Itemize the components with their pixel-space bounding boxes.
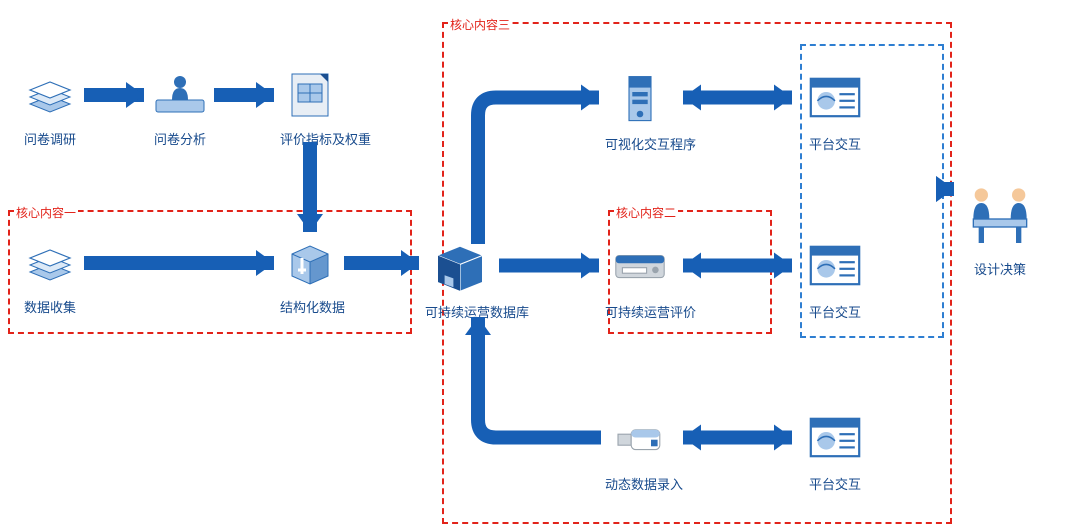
node-label: 平台交互 — [800, 302, 870, 321]
node-survey: 问卷调研 — [20, 70, 80, 148]
node-platform-2: 平台交互 — [800, 238, 870, 321]
node-struct: 结构化数据 — [280, 238, 340, 316]
node-decision: 设计决策 — [960, 180, 1040, 278]
node-label: 可持续运营数据库 — [425, 302, 495, 321]
node-label: 数据收集 — [20, 297, 80, 316]
region-label: 核心内容一 — [14, 204, 78, 221]
node-label: 平台交互 — [800, 134, 870, 153]
usb-icon — [605, 410, 675, 470]
crate-icon — [425, 238, 495, 298]
node-evaluation: 可持续运营评价 — [605, 238, 675, 321]
node-visualization: 可视化交互程序 — [605, 70, 675, 153]
meeting-icon — [960, 180, 1040, 255]
node-database: 可持续运营数据库 — [425, 238, 495, 321]
node-platform-1: 平台交互 — [800, 70, 870, 153]
person-desk-icon — [150, 70, 210, 125]
device-icon — [605, 238, 675, 298]
node-dynamic-input: 动态数据录入 — [605, 410, 675, 493]
server-icon — [605, 70, 675, 130]
node-label: 设计决策 — [960, 259, 1040, 278]
node-collect: 数据收集 — [20, 238, 80, 316]
stack-icon — [20, 70, 80, 125]
node-metrics: 评价指标及权重 — [280, 70, 340, 148]
window-icon — [800, 410, 870, 470]
node-platform-3: 平台交互 — [800, 410, 870, 493]
region-label: 核心内容三 — [448, 16, 512, 33]
node-label: 评价指标及权重 — [280, 129, 340, 148]
node-label: 平台交互 — [800, 474, 870, 493]
node-label: 问卷调研 — [20, 129, 80, 148]
node-label: 问卷分析 — [150, 129, 210, 148]
node-label: 结构化数据 — [280, 297, 340, 316]
node-analysis: 问卷分析 — [150, 70, 210, 148]
stack-icon — [20, 238, 80, 293]
region-label: 核心内容二 — [614, 204, 678, 221]
window-icon — [800, 70, 870, 130]
box3d-icon — [280, 238, 340, 293]
sheet-icon — [280, 70, 340, 125]
node-label: 动态数据录入 — [605, 474, 675, 493]
node-label: 可持续运营评价 — [605, 302, 675, 321]
node-label: 可视化交互程序 — [605, 134, 675, 153]
window-icon — [800, 238, 870, 298]
